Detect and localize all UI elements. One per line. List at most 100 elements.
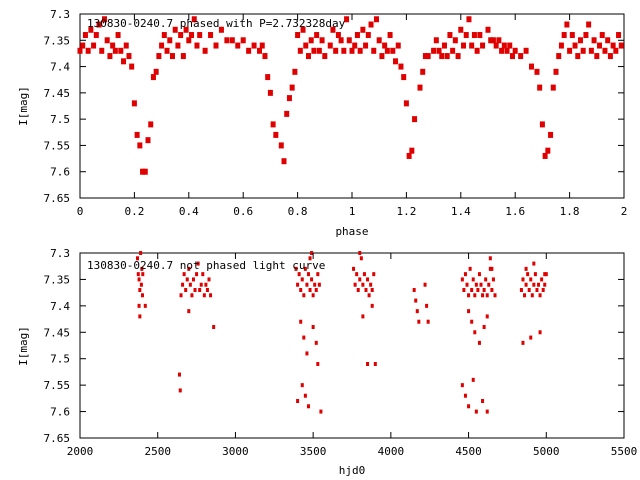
data-point (529, 277, 533, 282)
data-point (460, 277, 464, 282)
data-point (376, 37, 382, 44)
data-point (561, 32, 567, 39)
data-point (490, 37, 496, 44)
data-point (143, 303, 147, 308)
data-point (485, 293, 489, 298)
data-point (208, 32, 214, 39)
data-point (330, 26, 336, 33)
data-point (580, 47, 586, 54)
data-point (527, 288, 531, 292)
data-point (530, 293, 534, 298)
data-point (300, 383, 304, 388)
data-point (294, 266, 298, 271)
data-point (496, 37, 502, 44)
data-point (588, 47, 594, 54)
data-point (150, 74, 156, 81)
x-tick-label: 5500 (611, 445, 638, 458)
data-point (535, 288, 539, 292)
data-point (607, 53, 613, 60)
data-point (361, 314, 365, 319)
data-point (311, 293, 315, 298)
data-point (543, 272, 547, 277)
data-point (327, 42, 333, 49)
data-point (482, 288, 486, 292)
data-point (417, 84, 423, 91)
data-point (524, 282, 528, 287)
data-point (586, 21, 592, 28)
data-point (212, 325, 216, 329)
data-point (447, 32, 453, 39)
data-point (302, 293, 306, 298)
data-point (196, 261, 200, 266)
data-point (542, 152, 548, 159)
data-point (305, 351, 309, 356)
data-point (473, 330, 477, 335)
data-point (591, 37, 597, 44)
data-point (289, 84, 295, 91)
data-point (371, 47, 377, 54)
data-point (126, 53, 132, 60)
data-point (213, 42, 219, 49)
data-point (425, 53, 431, 60)
data-point (462, 288, 466, 292)
data-point (501, 42, 507, 49)
data-point (471, 32, 477, 39)
data-point (532, 282, 536, 287)
data-point (187, 266, 191, 271)
y-tick-label: 7.3 (50, 8, 70, 21)
data-point (121, 58, 127, 65)
data-point (153, 68, 159, 75)
data-point (107, 53, 113, 60)
data-point (201, 272, 205, 277)
y-tick-label: 7.6 (50, 406, 70, 419)
data-point (529, 63, 535, 70)
data-point (441, 42, 447, 49)
data-point (452, 37, 458, 44)
data-point (137, 277, 141, 282)
data-point (257, 47, 263, 54)
data-point (359, 256, 363, 261)
data-point (482, 325, 486, 329)
data-point (488, 256, 492, 261)
data-point (544, 272, 548, 277)
data-point (370, 303, 374, 308)
data-point (101, 16, 107, 23)
data-point (436, 47, 442, 54)
x-tick-label: 3500 (300, 445, 327, 458)
data-point (467, 293, 471, 298)
data-point (594, 53, 600, 60)
data-point (373, 16, 379, 23)
data-point (136, 272, 140, 277)
data-point (172, 26, 178, 33)
data-point (316, 272, 320, 277)
data-point (178, 388, 182, 393)
data-point (362, 272, 366, 277)
data-point (477, 340, 481, 345)
y-tick-label: 7.55 (44, 139, 71, 152)
data-point (553, 68, 559, 75)
data-point (602, 47, 608, 54)
data-point (481, 399, 485, 403)
data-point (372, 272, 376, 277)
data-point (207, 277, 211, 282)
data-point (488, 266, 492, 271)
data-point (556, 53, 562, 60)
y-tick-label: 7.3 (50, 247, 70, 260)
data-point (599, 32, 605, 39)
data-point (366, 362, 370, 366)
data-point (358, 277, 362, 282)
data-point (202, 293, 206, 298)
data-point (189, 32, 195, 39)
data-point (302, 335, 306, 340)
data-point (485, 314, 489, 319)
data-point (425, 303, 429, 308)
phased-chart-title: 130830-0240.7 phased with P=2.732328day (87, 17, 346, 30)
data-point (316, 47, 322, 54)
data-point (194, 42, 200, 49)
data-point (450, 47, 456, 54)
data-point (310, 251, 314, 255)
data-point (169, 53, 175, 60)
data-point (366, 277, 370, 282)
x-tick-label: 0.2 (124, 205, 144, 218)
data-point (110, 42, 116, 49)
